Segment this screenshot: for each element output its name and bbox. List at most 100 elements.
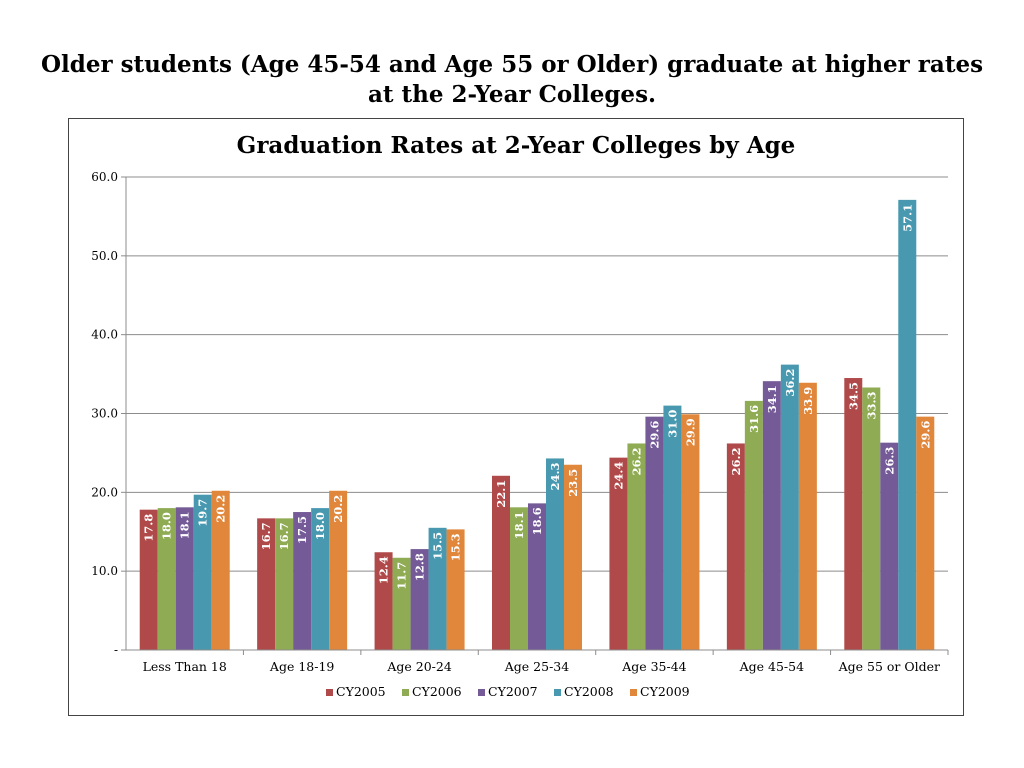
- chart-title: Graduation Rates at 2-Year Colleges by A…: [237, 132, 796, 159]
- bar: [410, 549, 429, 650]
- y-tick-label: 20.0: [91, 485, 118, 499]
- data-label: 33.3: [864, 391, 878, 419]
- x-tick-label: Age 20-24: [386, 659, 451, 674]
- data-label: 18.6: [530, 507, 544, 535]
- bar: [175, 507, 194, 650]
- legend-label: CY2005: [336, 684, 386, 699]
- bar: [275, 518, 294, 650]
- bar: [780, 364, 799, 650]
- data-label: 15.3: [449, 533, 463, 561]
- data-label: 17.8: [142, 514, 156, 542]
- bar: [726, 443, 745, 650]
- bar: [510, 507, 528, 650]
- bar: [916, 416, 935, 650]
- bar: [681, 414, 700, 650]
- data-label: 18.1: [512, 511, 526, 539]
- data-label: 16.7: [277, 522, 291, 550]
- data-label: 31.6: [747, 405, 761, 433]
- data-label: 16.7: [259, 522, 273, 550]
- bar: [564, 464, 582, 650]
- data-label: 15.5: [431, 532, 445, 560]
- data-label: 26.2: [629, 447, 643, 475]
- x-tick-label: Age 18-19: [269, 659, 334, 674]
- bar: [645, 416, 664, 650]
- bar: [446, 529, 465, 650]
- data-label: 26.3: [882, 447, 896, 475]
- data-label: 22.1: [494, 480, 508, 508]
- data-label: 20.2: [214, 495, 228, 523]
- bar: [844, 378, 863, 650]
- bar: [663, 405, 682, 650]
- legend-swatch: [402, 689, 409, 696]
- data-label: 29.6: [918, 421, 932, 449]
- bars: 17.8 18.0 18.1 19.7 20.2 16.7 16.7 17.5 18.0 20.2…: [139, 199, 935, 650]
- bar: [139, 509, 158, 650]
- data-label: 29.6: [647, 421, 661, 449]
- data-label: 24.3: [548, 462, 562, 490]
- bar: [329, 490, 348, 650]
- legend-label: CY2006: [412, 684, 462, 699]
- data-label: 34.5: [846, 382, 860, 410]
- legend-swatch: [326, 689, 333, 696]
- data-label: 18.1: [178, 511, 192, 539]
- bar: [374, 552, 393, 650]
- y-tick-label: 10.0: [91, 564, 118, 578]
- bar: [311, 508, 330, 650]
- x-tick-label: Age 55 or Older: [838, 659, 940, 674]
- bar: [762, 381, 781, 650]
- legend-label: CY2009: [640, 684, 690, 699]
- x-tick-label: Age 45-54: [739, 659, 804, 674]
- data-label: 24.4: [611, 462, 625, 490]
- data-label: 17.5: [295, 516, 309, 544]
- bar: [546, 458, 564, 650]
- data-label: 20.2: [331, 495, 345, 523]
- x-tick-label: Age 35-44: [621, 659, 686, 674]
- bar: [609, 457, 628, 650]
- bar: [862, 387, 881, 650]
- data-label: 18.0: [160, 512, 174, 540]
- slide-headline: Older students (Age 45-54 and Age 55 or …: [40, 51, 984, 108]
- bar: [293, 512, 312, 650]
- y-tick-label: 40.0: [91, 328, 118, 342]
- bar: [392, 557, 411, 650]
- data-label: 34.1: [765, 385, 779, 413]
- bar: [492, 475, 510, 650]
- x-tick-label: Less Than 18: [143, 659, 227, 674]
- bar: [898, 199, 917, 650]
- legend-swatch: [554, 689, 561, 696]
- bar: [744, 400, 763, 650]
- bar: [880, 442, 899, 650]
- legend-label: CY2007: [488, 684, 538, 699]
- legend-swatch: [630, 689, 637, 696]
- y-tick-label: 60.0: [91, 170, 118, 184]
- bar: [157, 508, 176, 650]
- bar: [428, 527, 447, 650]
- legend: CY2005 CY2006 CY2007 CY2008 CY2009: [326, 684, 690, 699]
- data-label: 29.9: [683, 418, 697, 446]
- data-label: 18.0: [313, 512, 327, 540]
- data-label: 33.9: [801, 387, 815, 415]
- legend-swatch: [478, 689, 485, 696]
- data-label: 36.2: [783, 369, 797, 397]
- legend-label: CY2008: [564, 684, 614, 699]
- y-tick-label: -: [114, 643, 118, 657]
- data-label: 23.5: [566, 469, 580, 497]
- bar: [193, 494, 212, 650]
- data-label: 57.1: [900, 204, 914, 232]
- bar: [257, 518, 276, 650]
- data-label: 12.4: [377, 556, 391, 584]
- data-label: 31.0: [665, 410, 679, 438]
- y-tick-label: 50.0: [91, 249, 118, 263]
- data-label: 19.7: [196, 499, 210, 527]
- y-tick-label: 30.0: [91, 407, 118, 421]
- axes: - 10.0 20.0 30.0 40.0 50.0 60.0 Less Than 18 Age…: [91, 170, 949, 674]
- bar: [627, 443, 646, 650]
- data-label: 26.2: [729, 447, 743, 475]
- bar: [211, 490, 230, 650]
- data-label: 11.7: [395, 562, 409, 590]
- data-label: 12.8: [413, 553, 427, 581]
- x-tick-label: Age 25-34: [504, 659, 569, 674]
- bar: [798, 382, 817, 650]
- bar: [528, 503, 546, 650]
